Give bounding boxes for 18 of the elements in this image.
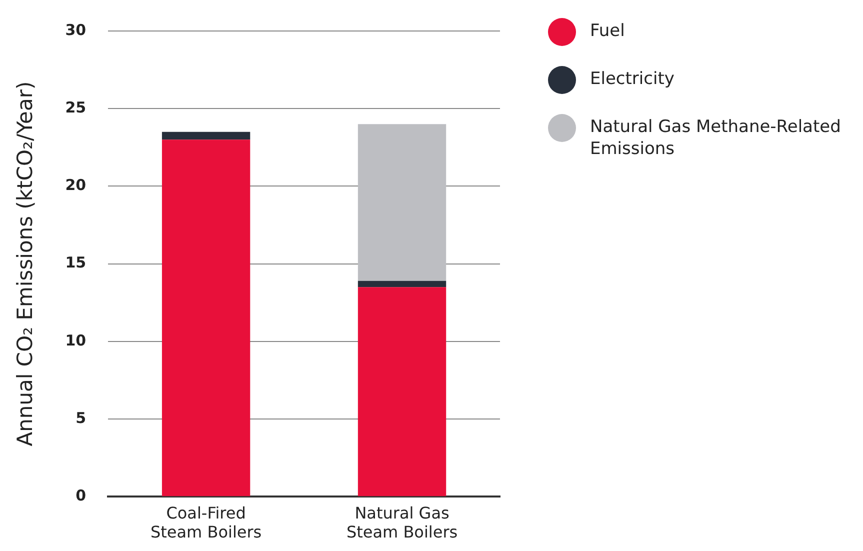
x-tick-label: Coal-Fired Steam Boilers — [150, 503, 262, 542]
bar — [162, 132, 250, 140]
legend-label: Natural Gas Methane-Related Emissions — [590, 116, 842, 160]
y-tick-label: 30 — [65, 20, 86, 39]
bar — [162, 140, 250, 496]
bar — [358, 124, 446, 281]
y-axis-title: Annual CO₂ Emissions (ktCO₂/Year) — [13, 81, 38, 446]
legend-label: Electricity — [590, 68, 674, 90]
y-tick-label: 5 — [76, 408, 86, 427]
bar — [358, 280, 446, 288]
y-tick-label: 10 — [65, 331, 86, 350]
y-tick-label: 0 — [76, 486, 86, 504]
y-tick-label: 20 — [65, 176, 86, 194]
legend-label: Fuel — [590, 20, 625, 42]
x-tick-label: Natural Gas Steam Boilers — [346, 503, 458, 542]
y-tick-label: 15 — [65, 254, 86, 272]
bar — [358, 287, 446, 496]
y-tick-label: 25 — [65, 98, 86, 116]
